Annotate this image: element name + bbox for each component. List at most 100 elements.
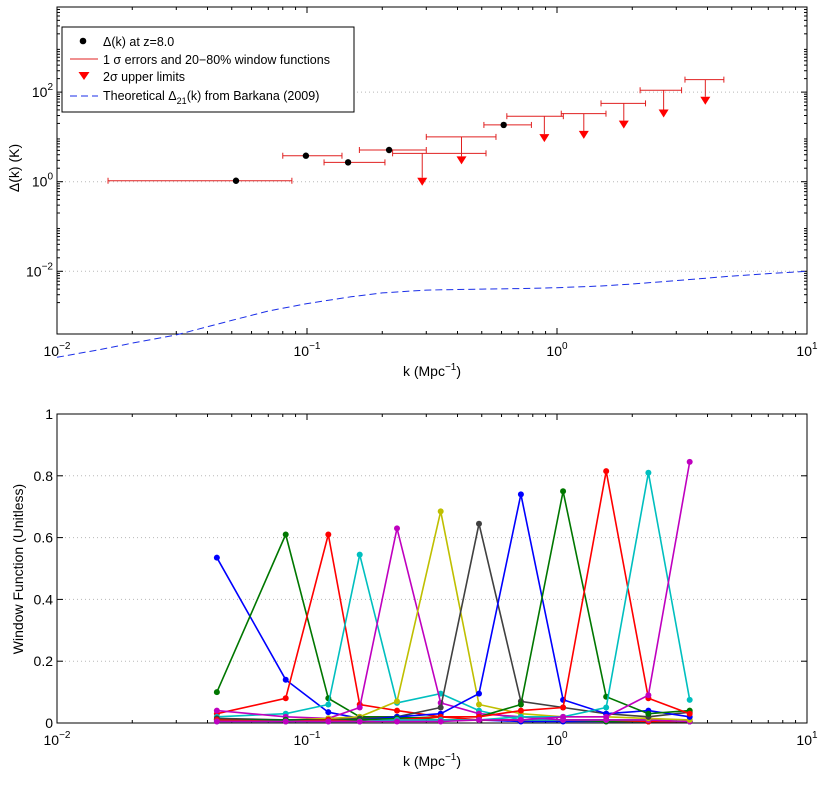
top-y-tick-labels: 10−2 100 102 — [26, 82, 53, 279]
window-function-series — [213, 458, 693, 725]
window-function-point — [213, 707, 220, 714]
window-function-point — [560, 713, 567, 720]
window-function-point — [394, 718, 401, 725]
window-function-point — [603, 713, 610, 720]
window-function-point — [645, 692, 652, 699]
window-function-point — [603, 468, 610, 475]
top-y-axis-label: Δ(k) (K) — [6, 144, 22, 192]
window-function-point — [325, 701, 332, 708]
legend-label-theory: Theoretical Δ21(k) from Barkana (2009) — [103, 89, 319, 106]
upper-limit-arrow — [700, 96, 711, 105]
top-y-tick-label: 100 — [32, 172, 54, 190]
bottom-y-tick-labels: 0 0.2 0.4 0.6 0.8 1 — [34, 406, 54, 731]
legend-label-errors: 1 σ errors and 20−80% window functions — [103, 53, 330, 67]
window-function-point — [437, 718, 444, 725]
legend-label-limits: 2σ upper limits — [103, 70, 185, 84]
window-function-point — [325, 531, 332, 538]
window-function-point — [517, 707, 524, 714]
theory-curve-group — [56, 270, 808, 358]
window-function-point — [560, 488, 567, 495]
bottom-x-tick-label: 10−2 — [44, 730, 71, 748]
window-function-point — [686, 696, 693, 703]
window-function-point — [437, 704, 444, 711]
top-chart: 10−2 10−1 100 101 10−2 100 102 k (Mpc−1) Δ(k)… — [6, 6, 819, 379]
bottom-y-tick-label: 0.8 — [34, 468, 54, 484]
window-function-point — [282, 718, 289, 725]
top-x-tick-label: 10−2 — [44, 341, 71, 359]
upper-limit-arrow — [539, 134, 550, 143]
window-function-point — [437, 508, 444, 515]
bottom-chart: 10−2 10−1 100 101 00.20.40.60.81 k (Mpc−1) … — [10, 406, 818, 769]
bottom-x-tick-labels: 10−2 10−1 100 101 — [44, 730, 819, 748]
window-function-point — [282, 695, 289, 702]
bottom-x-tick-label: 100 — [546, 730, 568, 748]
legend-label-measurement: Δ(k) at z=8.0 — [103, 35, 174, 49]
legend-marker-measurement — [79, 37, 87, 45]
window-function-point — [517, 701, 524, 708]
legend-marker-limits — [78, 72, 90, 80]
window-function-point — [282, 531, 289, 538]
top-x-axis-label: k (Mpc−1) — [403, 362, 461, 379]
top-x-tick-label: 10−1 — [294, 341, 321, 359]
window-function-point — [282, 676, 289, 683]
bottom-plot-area — [56, 413, 808, 724]
bottom-y-axis-label: Window Function (Unitless) — [10, 484, 26, 654]
bottom-y-tick-label: 0 — [45, 715, 53, 731]
window-function-point — [686, 458, 693, 465]
window-function-W12 — [213, 458, 693, 725]
window-function-point — [475, 520, 482, 527]
window-function-point — [213, 718, 220, 725]
window-function-point — [645, 469, 652, 476]
window-function-point — [475, 690, 482, 697]
window-function-point — [517, 491, 524, 498]
bottom-y-tick-label: 0.6 — [34, 530, 54, 546]
legend: Δ(k) at z=8.0 1 σ errors and 20−80% wind… — [61, 26, 355, 113]
window-function-point — [686, 710, 693, 717]
window-function-point — [394, 525, 401, 532]
window-function-point — [645, 710, 652, 717]
top-x-tick-label: 100 — [546, 341, 568, 359]
legend-box — [61, 26, 355, 113]
window-function-point — [356, 704, 363, 711]
window-function-point — [517, 716, 524, 723]
measurement-point — [232, 177, 240, 184]
bottom-y-tick-label: 0.4 — [34, 591, 54, 607]
bottom-x-tick-label: 101 — [796, 730, 818, 748]
window-function-line — [216, 511, 690, 721]
window-function-point — [325, 718, 332, 725]
data-marks-group — [232, 96, 711, 186]
window-function-point — [356, 718, 363, 725]
top-y-tick-label: 102 — [32, 82, 54, 100]
window-function-point — [325, 709, 332, 716]
window-function-point — [603, 704, 610, 711]
window-function-point — [213, 689, 220, 696]
bottom-x-tick-label: 10−1 — [294, 730, 321, 748]
window-function-line — [216, 471, 690, 723]
upper-limit-arrow — [417, 177, 428, 186]
window-function-point — [475, 716, 482, 723]
measurement-point — [385, 146, 393, 154]
window-function-point — [394, 698, 401, 705]
theory-curve — [56, 270, 808, 358]
top-x-tick-label: 101 — [796, 341, 818, 359]
window-function-point — [213, 554, 220, 561]
upper-limit-arrow — [456, 156, 467, 165]
window-function-point — [560, 704, 567, 711]
upper-limit-arrow — [658, 109, 669, 118]
upper-limit-arrow — [578, 130, 589, 139]
measurement-point — [500, 121, 507, 129]
window-function-point — [475, 701, 482, 708]
upper-limit-arrow — [618, 120, 629, 129]
top-x-tick-labels: 10−2 10−1 100 101 — [44, 341, 819, 359]
error-bars-group — [107, 76, 725, 184]
measurement-point — [344, 159, 352, 166]
top-y-tick-label: 10−2 — [26, 261, 53, 279]
window-function-line — [216, 461, 691, 723]
measurement-point — [302, 152, 310, 159]
bottom-y-tick-label: 1 — [45, 406, 53, 422]
bottom-y-tick-label: 0.2 — [34, 653, 54, 669]
window-function-point — [394, 707, 401, 714]
window-function-point — [356, 551, 363, 558]
bottom-x-axis-label: k (Mpc−1) — [403, 752, 461, 769]
